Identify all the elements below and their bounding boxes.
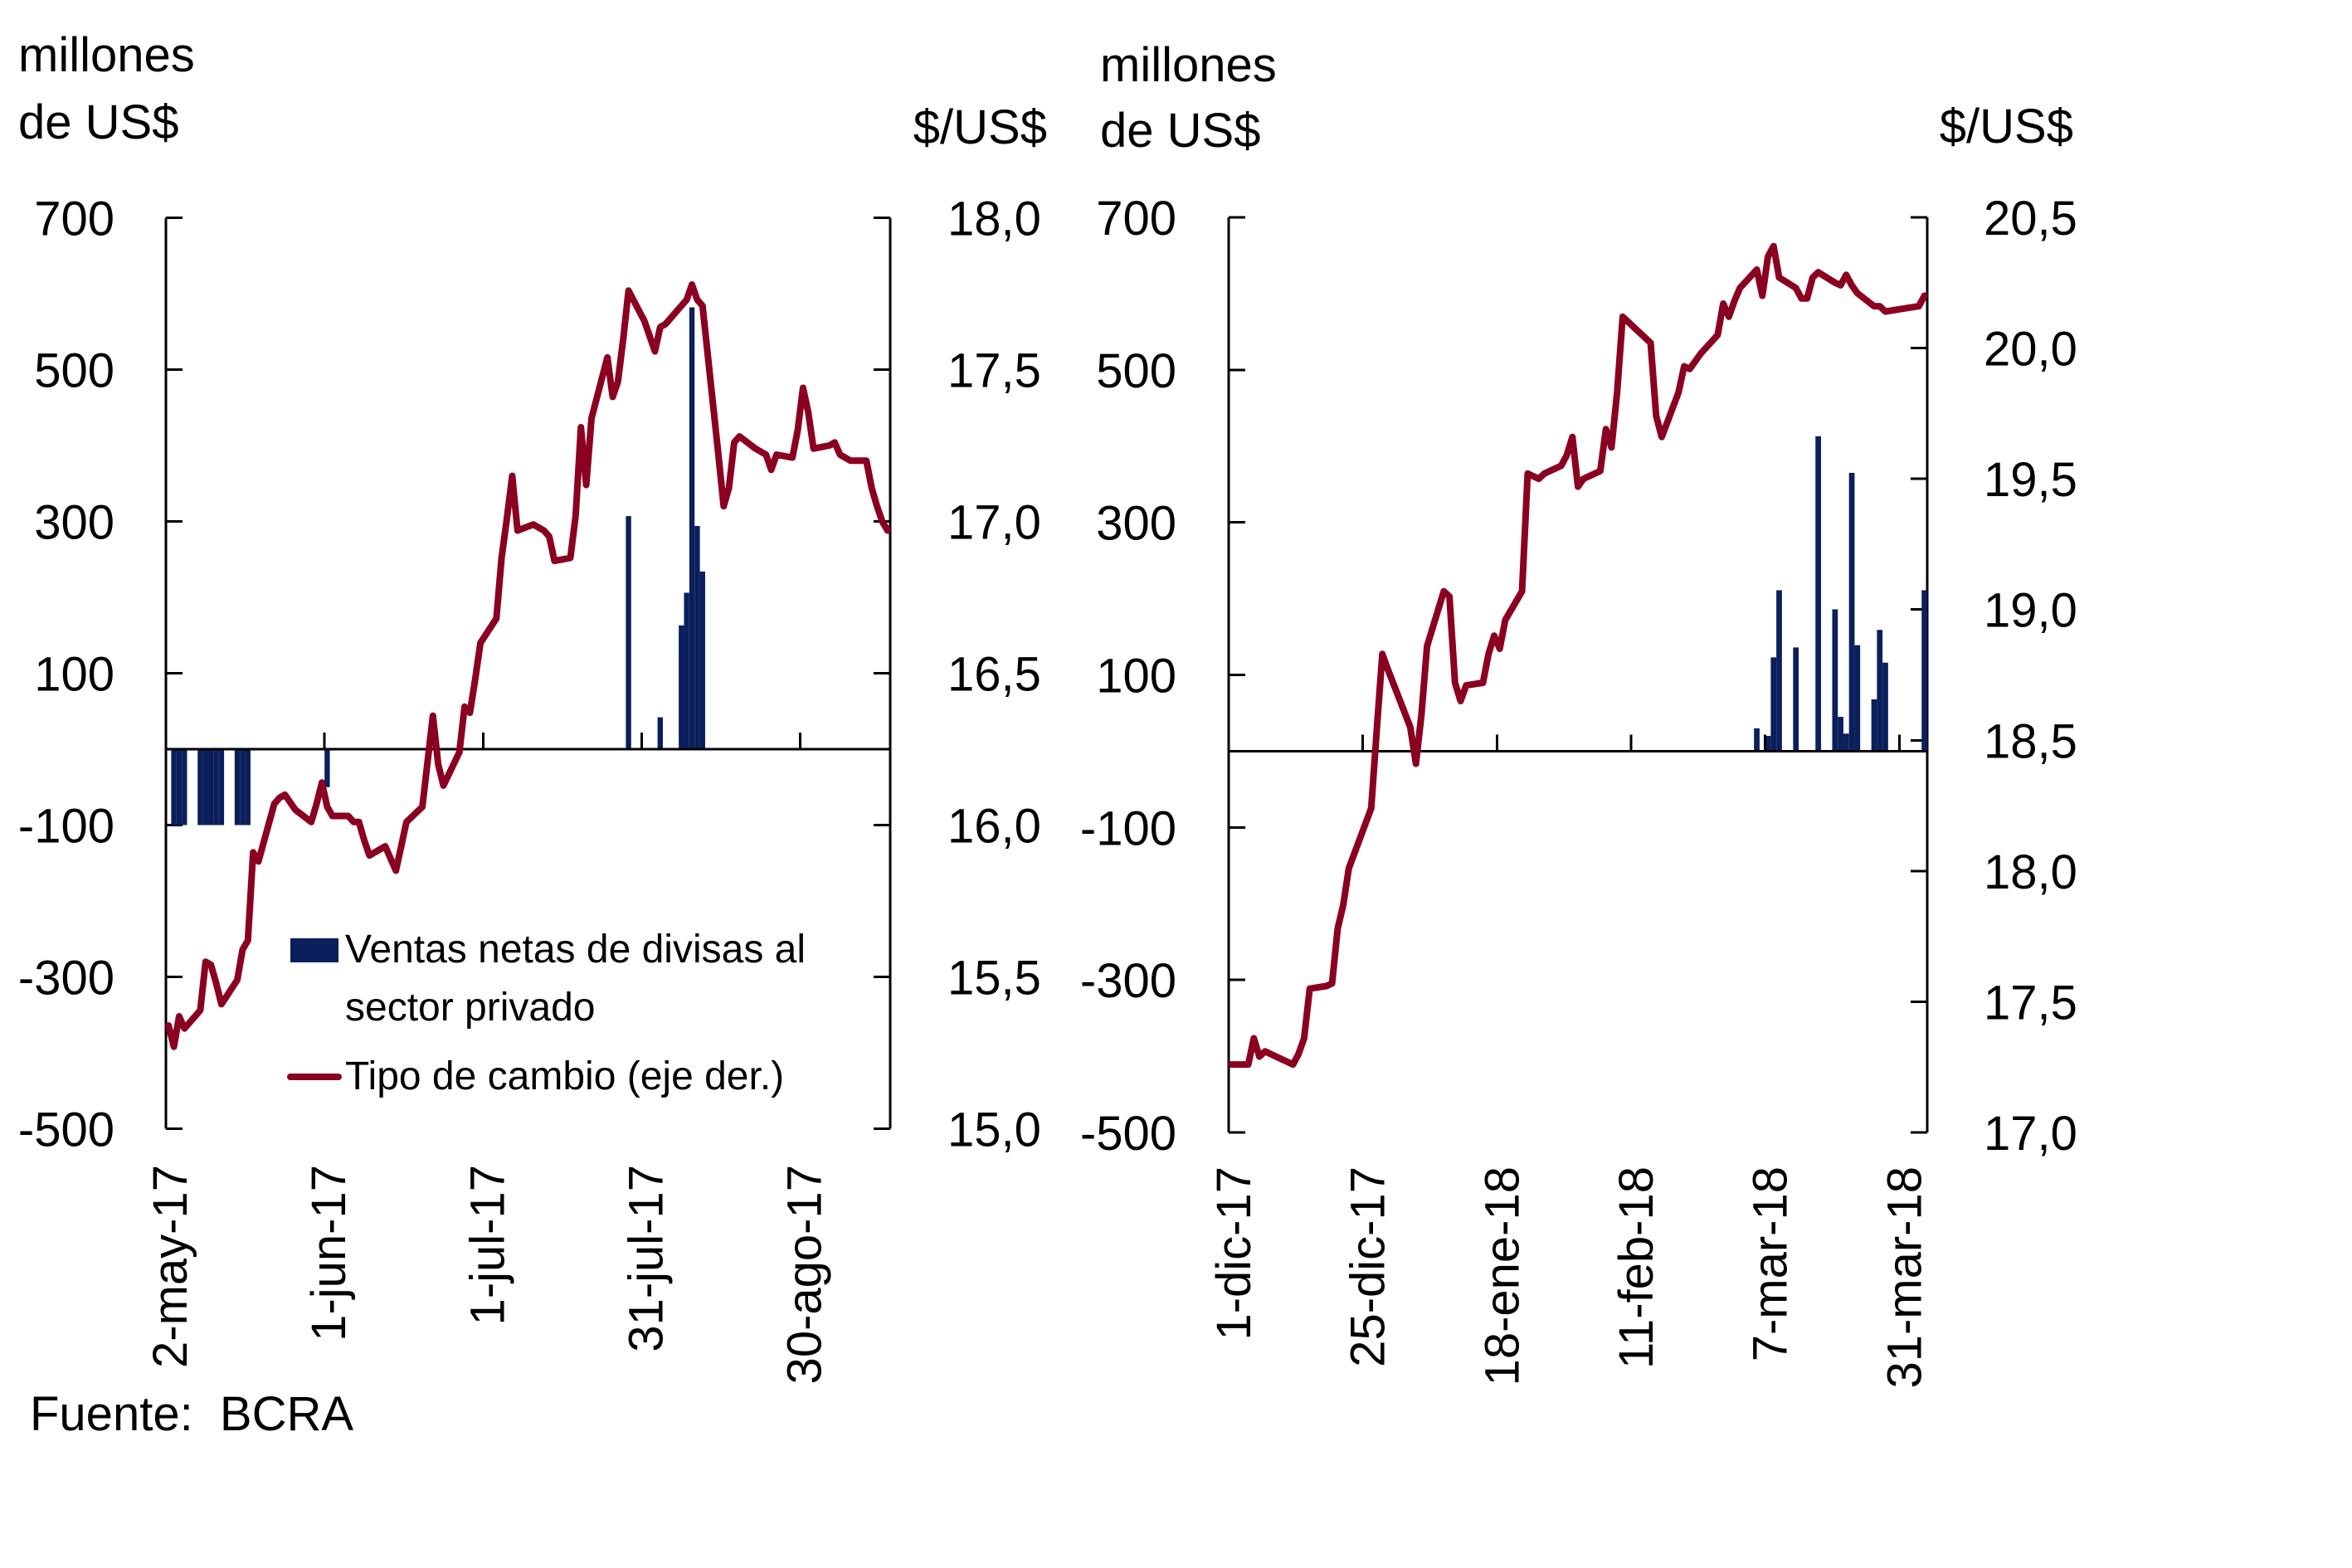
left-y-tick-label: 700 (1096, 192, 1176, 246)
right-y-tick-label: 20,0 (1984, 323, 2077, 377)
chart-right: millones de US$ $/US$ -500 -300 -100 100 300… (1080, 38, 2077, 1389)
bar (1882, 662, 1888, 752)
x-tick-label: 25-dic-17 (1342, 1166, 1395, 1367)
bar (684, 592, 689, 749)
bar (1871, 699, 1877, 752)
bar (176, 749, 183, 825)
bar (1877, 630, 1883, 752)
left-y-tick-label: -100 (1080, 801, 1176, 855)
right-axis-unit: $/US$ (913, 100, 1047, 154)
legend-item-ventas-netas: Ventas netas de divisas al sector privad… (290, 928, 806, 1030)
bar (1848, 472, 1855, 752)
bar (240, 749, 246, 825)
right-y-tick-label: 17,0 (1984, 1107, 2077, 1161)
x-tick-label: 7-mar-18 (1744, 1166, 1798, 1361)
x-tick-label: 1-jul-17 (460, 1165, 514, 1325)
right-y-tick-label: 19,0 (1984, 584, 2077, 638)
x-tick-label: 1-jun-17 (302, 1165, 356, 1342)
bar (1770, 657, 1777, 752)
x-tick-label: 31-jul-17 (620, 1165, 674, 1352)
left-y-tick-label: 700 (34, 192, 114, 246)
bar (1921, 590, 1927, 752)
right-y-tick-label: 16,5 (947, 648, 1041, 702)
bar (694, 525, 700, 749)
left-axis-unit-line-1: millones (18, 28, 195, 82)
left-axis-unit-line-2: de US$ (18, 95, 178, 149)
left-y-tick-label: -500 (18, 1103, 114, 1157)
left-y-tick-label: 500 (34, 344, 114, 398)
bar (1776, 590, 1782, 752)
right-y-tick-label: 19,5 (1984, 453, 2077, 507)
bar (1754, 728, 1760, 752)
bar (202, 749, 208, 825)
bar (324, 749, 330, 787)
right-y-tick-label: 20,5 (1984, 192, 2077, 246)
bar (657, 717, 663, 749)
bar-series-ventas-netas (1754, 436, 1927, 752)
bar (245, 749, 251, 825)
bar (1793, 647, 1799, 752)
right-axis-unit: $/US$ (1940, 100, 2073, 153)
bar (218, 749, 225, 825)
left-y-tick-label: 100 (1096, 650, 1176, 704)
legend: Ventas netas de divisas al sector privad… (287, 928, 806, 1098)
left-y-tick-label: -300 (1080, 954, 1176, 1008)
left-axis-unit-line-1: millones (1100, 38, 1277, 92)
series-line-tipo-de-cambio (1228, 242, 1928, 1069)
left-y-tick-label: 300 (1096, 497, 1176, 551)
x-tick-label: 31-mar-18 (1877, 1166, 1931, 1389)
bar (679, 625, 684, 749)
right-y-tick-label: 18,0 (947, 192, 1041, 246)
left-axis-unit-line-2: de US$ (1100, 104, 1260, 158)
bar (1843, 733, 1849, 752)
bar (1832, 609, 1838, 752)
x-tick-label: 18-ene-18 (1475, 1166, 1529, 1385)
bar (197, 749, 203, 825)
legend-label-ventas-line-2: sector privado (345, 986, 595, 1030)
legend-label-ventas-line-1: Ventas netas de divisas al (345, 928, 806, 971)
left-y-tick-label: -500 (1080, 1107, 1176, 1161)
legend-swatch-bar (290, 938, 338, 962)
left-y-tick-label: 100 (34, 648, 114, 702)
x-tick-label: 2-may-17 (144, 1165, 197, 1368)
right-y-tick-label: 15,5 (947, 952, 1041, 1006)
chart-left: millones de US$ $/US$ -500 -300 -100 100 300… (18, 28, 1047, 1384)
bar (171, 749, 177, 825)
bar (207, 749, 214, 825)
right-y-tick-label: 17,0 (947, 496, 1041, 550)
source-note: Fuente: BCRA (30, 1387, 353, 1441)
left-y-tick-label: -300 (18, 952, 114, 1006)
bar-series-ventas-netas (171, 307, 705, 825)
bar (1854, 645, 1861, 752)
plot-area-left: -500 -300 -100 100 300 500 700 15,0 15,5 16,0 16,5… (18, 192, 1041, 1385)
bar (699, 571, 705, 749)
right-y-tick-label: 18,0 (1984, 845, 2077, 899)
x-tick-label: 30-ago-17 (778, 1165, 832, 1384)
bar (234, 749, 241, 825)
right-y-tick-label: 17,5 (1984, 976, 2077, 1030)
legend-item-tipo-de-cambio: Tipo de cambio (eje der.) (287, 1054, 784, 1098)
bar (182, 749, 187, 825)
bar (626, 516, 631, 749)
x-tick-label: 11-feb-18 (1609, 1166, 1663, 1369)
left-y-tick-label: 300 (34, 496, 114, 550)
x-tick-label: 1-dic-17 (1207, 1166, 1261, 1341)
plot-area-right: -500 -300 -100 100 300 500 700 17,0 17,5 18,0 18,5… (1080, 192, 2077, 1389)
bar (1815, 436, 1822, 752)
left-y-tick-label: -100 (18, 800, 114, 854)
right-y-tick-label: 17,5 (947, 344, 1041, 398)
bar (213, 749, 219, 825)
bar (1765, 736, 1771, 752)
series-line-tipo-de-cambio (165, 281, 891, 1050)
right-y-tick-label: 15,0 (947, 1103, 1041, 1157)
bar (689, 307, 695, 750)
left-y-tick-label: 500 (1096, 344, 1176, 398)
right-y-tick-label: 18,5 (1984, 714, 2077, 768)
right-y-tick-label: 16,0 (947, 800, 1041, 854)
legend-label-tipo-de-cambio: Tipo de cambio (eje der.) (345, 1054, 784, 1098)
bar (1838, 717, 1843, 752)
